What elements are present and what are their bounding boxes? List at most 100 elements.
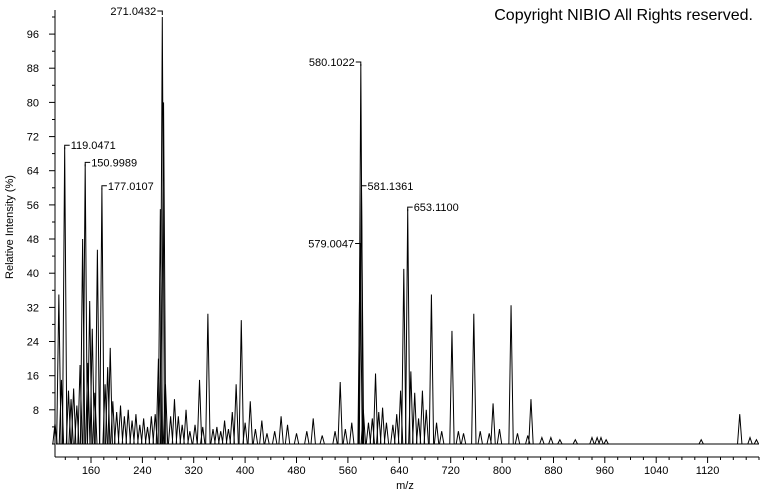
spectrum-peak-86 — [408, 371, 414, 445]
spectrum-peak-20 — [110, 401, 116, 445]
spectrum-peak-19 — [107, 347, 113, 445]
spectrum-peak-61 — [278, 416, 284, 445]
spectrum-peak-100 — [490, 403, 496, 445]
spectrum-peak-95 — [455, 431, 462, 445]
spectrum-peak-92 — [433, 422, 440, 445]
spectrum-peak-56 — [247, 401, 253, 445]
peak-label-bracket-1 — [84, 161, 91, 167]
y-tick-label: 24 — [27, 337, 39, 349]
peak-label-text-6: 581.1361 — [368, 181, 414, 193]
spectrum-peak-98 — [477, 431, 483, 445]
spectrum-peak-37 — [167, 416, 174, 445]
axes: 160 240 320 400 480 560 640 720 800 880 960 1040 112… — [4, 10, 760, 492]
spectrum-peak-75 — [365, 422, 372, 445]
y-tick-label: 56 — [27, 200, 39, 212]
spectrum-peak-46 — [205, 313, 211, 445]
spectrum-peak-66 — [319, 435, 325, 445]
spectrum-peak-81 — [390, 424, 396, 445]
peak-label-bracket-6 — [361, 185, 367, 190]
x-tick-label: 1040 — [644, 465, 668, 477]
spectrum-peak-62 — [284, 424, 291, 445]
y-tick-label: 48 — [27, 234, 39, 246]
x-ticks: 160 240 320 400 480 560 640 720 800 880 960 1040 112… — [64, 457, 760, 477]
spectrum-peak-35 — [160, 102, 167, 445]
spectrum-peak-24 — [125, 409, 131, 445]
spectrum-peak-70 — [349, 422, 355, 445]
peak-label-text-7: 653.1100 — [414, 202, 459, 214]
spectrum-peak-42 — [187, 431, 193, 445]
spectrum-peak-103 — [514, 433, 521, 445]
spectrum-peak-44 — [196, 379, 203, 445]
y-tick-label: 40 — [27, 268, 39, 280]
spectrum-peak-8 — [77, 364, 83, 445]
peak-labels: 119.0471 150.9989 177.0107 271.0432 579.0047… — [64, 6, 459, 250]
spectrum-peak-105 — [528, 399, 534, 445]
spectrum-peak-53 — [233, 384, 239, 445]
peak-label-text-3: 271.0432 — [110, 6, 156, 18]
spectrum-peak-78 — [376, 411, 382, 445]
peak-label-text-4: 579.0047 — [308, 238, 354, 250]
spectrum-peak-90 — [423, 409, 429, 445]
x-tick-label: 560 — [339, 465, 357, 477]
spectrum-peak-5 — [68, 399, 74, 445]
spectrum-peak-15 — [94, 249, 101, 445]
spectrum-peak-51 — [225, 428, 232, 445]
peak-label-bracket-2 — [101, 185, 107, 190]
spectrum-peak-34 — [159, 16, 165, 445]
spectrum-peak-25 — [129, 420, 135, 445]
peak-label-4: 579.0047 — [308, 238, 361, 250]
spectrum-peak-74 — [360, 409, 367, 445]
spectrum-peak-21 — [113, 411, 120, 445]
spectrum-peak-63 — [293, 433, 300, 445]
spectrum-peak-50 — [221, 420, 228, 445]
spectrum-peak-49 — [218, 431, 224, 445]
peak-label-text-0: 119.0471 — [71, 140, 116, 152]
spectrum-peak-115 — [737, 414, 743, 445]
peak-label-7: 653.1100 — [407, 202, 459, 214]
spectrum-peak-18 — [104, 367, 111, 445]
spectrum-peak-59 — [264, 433, 270, 445]
spectrum-peak-93 — [438, 431, 445, 445]
peak-label-bracket-0 — [64, 144, 70, 150]
spectrum-peak-109 — [572, 438, 578, 445]
spectrum-peak-48 — [214, 426, 220, 445]
spectrum-peak-82 — [394, 414, 400, 445]
x-tick-label: 480 — [287, 465, 305, 477]
spectrum-peak-80 — [383, 422, 390, 445]
spectrum-peak-87 — [412, 392, 418, 445]
spectrum-peak-30 — [148, 416, 155, 445]
y-ticks: 8 16 24 32 40 48 56 64 72 80 88 96 — [27, 16, 55, 445]
spectrum-peak-116 — [747, 436, 753, 445]
copyright-notice: Copyright NIBIO All Rights reserved. — [494, 7, 753, 24]
spectrum-peak-40 — [179, 424, 185, 445]
spectrum-peak-3 — [61, 147, 68, 445]
spectrum-peak-60 — [271, 431, 278, 445]
peak-label-bracket-7 — [407, 206, 413, 212]
spectrum-peak-28 — [140, 418, 147, 445]
spectrum-peak-45 — [200, 426, 206, 445]
spectrum-peak-17 — [102, 384, 108, 445]
spectrum-peak-112 — [598, 436, 604, 445]
x-tick-label: 160 — [82, 465, 100, 477]
spectrum-peak-11 — [85, 362, 91, 445]
peak-label-text-5: 580.1022 — [309, 57, 355, 69]
peak-label-bracket-3 — [157, 10, 163, 15]
spectrum-peak-26 — [133, 414, 139, 445]
spectrum-peak-94 — [449, 330, 455, 445]
spectrum-peak-47 — [210, 428, 216, 445]
y-tick-label: 64 — [27, 166, 39, 178]
y-axis-title: Relative Intensity (%) — [4, 175, 16, 279]
spectrum-peak-36 — [162, 384, 169, 445]
spectrum-peak-88 — [415, 418, 422, 445]
x-axis-title: m/z — [396, 480, 414, 492]
spectrum-peak-67 — [332, 431, 338, 445]
spectrum-peak-16 — [99, 187, 105, 445]
peak-label-3: 271.0432 — [110, 6, 163, 18]
y-tick-label: 80 — [27, 97, 39, 109]
spectrum-peak-9 — [79, 239, 86, 445]
spectrum-peak-101 — [496, 428, 503, 445]
spectrum-peak-54 — [238, 320, 244, 445]
spectrum-peak-91 — [428, 294, 435, 445]
spectrum-peak-52 — [229, 411, 235, 445]
y-tick-label: 16 — [27, 371, 39, 383]
